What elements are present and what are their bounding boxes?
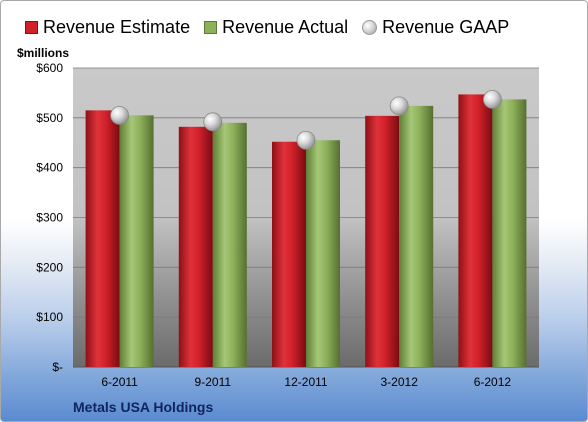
x-tick-label: 12-2011 [284,375,327,389]
marker-revenue-gaap [296,130,316,150]
bar-revenue-actual [399,105,434,367]
y-tick-label: $300 [36,211,63,225]
bar-revenue-estimate [458,94,493,367]
bar-revenue-actual [306,140,340,367]
company-name: Metals USA Holdings [73,399,214,415]
bar-revenue-actual [119,115,154,367]
legend-swatch-gaap [362,20,378,35]
marker-revenue-gaap [110,105,129,125]
bar-revenue-actual [212,122,247,367]
x-tick-label: 6-2012 [474,375,512,389]
legend-swatch-estimate [25,21,38,34]
legend-item-actual: Revenue Actual [204,17,348,38]
legend-item-gaap: Revenue GAAP [362,17,509,38]
y-tick-label: $600 [36,61,63,75]
bar-revenue-estimate [272,141,306,367]
y-tick-label: $400 [36,161,63,175]
bar-revenue-estimate [178,126,213,367]
y-tick-label: $- [52,360,63,374]
x-tick-label: 9-2011 [195,375,232,389]
y-tick-label: $200 [36,260,63,274]
y-tick-label: $500 [36,111,63,125]
legend-label-actual: Revenue Actual [222,17,349,37]
y-axis-units-label: $millions [17,46,70,60]
marker-revenue-gaap [389,96,409,116]
bar-revenue-actual [492,99,527,368]
bar-revenue-estimate [85,110,120,367]
legend: Revenue Estimate Revenue Actual Revenue … [25,17,523,38]
marker-revenue-gaap [203,112,223,132]
marker-revenue-gaap [482,89,502,109]
legend-item-estimate: Revenue Estimate [25,17,190,38]
x-tick-label: 6-2011 [101,375,138,389]
legend-swatch-actual [204,21,218,34]
legend-label-estimate: Revenue Estimate [43,17,191,37]
legend-label-gaap: Revenue GAAP [382,17,510,37]
bar-revenue-estimate [365,115,400,367]
y-tick-label: $100 [36,310,63,324]
x-tick-label: 3-2012 [381,375,419,389]
